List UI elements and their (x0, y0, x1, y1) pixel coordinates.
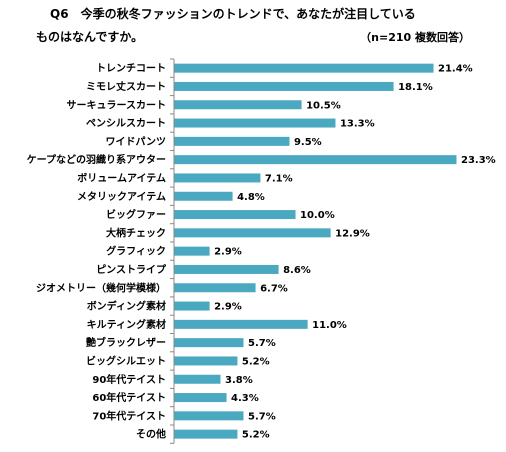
bar (174, 81, 394, 91)
category-label: ペンシルスカート (86, 118, 166, 130)
value-label: 4.3% (231, 393, 259, 404)
value-label: 2.9% (214, 247, 242, 258)
category-label: ボリュームアイテム (77, 171, 166, 184)
bar (174, 356, 238, 366)
value-label: 5.2% (242, 356, 270, 367)
value-label: 21.4% (438, 64, 473, 75)
bar (174, 173, 261, 183)
bar (174, 411, 244, 421)
category-label: メタリックアイテム (77, 191, 166, 203)
value-label: 5.2% (242, 430, 270, 441)
bar (174, 246, 210, 256)
chart-title: Q6 今季の秋冬ファッションのトレンドで、あなたが注目している ものはなんですか。… (36, 6, 470, 46)
category-label: トレンチコート (96, 63, 166, 75)
category-label: 大柄チェック (106, 226, 166, 239)
category-label: 60年代テイスト (92, 391, 166, 404)
bar (174, 429, 238, 439)
bar (174, 118, 336, 128)
bar (174, 155, 457, 165)
category-label: ビッグシルエット (86, 354, 166, 367)
category-label: ケープなどの羽織り系アウター (27, 153, 166, 166)
value-label: 7.1% (265, 173, 293, 184)
category-label: ワイドパンツ (106, 136, 167, 148)
category-label: サーキュラースカート (67, 99, 167, 111)
value-label: 12.9% (335, 228, 370, 239)
value-label: 9.5% (294, 137, 322, 148)
category-label: ビッグファー (106, 208, 166, 221)
category-label: ミモレ丈スカート (86, 80, 166, 93)
value-label: 5.7% (248, 411, 276, 422)
value-label: 2.9% (214, 302, 242, 313)
value-label: 4.8% (237, 192, 265, 203)
bar (174, 228, 331, 238)
question-line-2: ものはなんですか。 (36, 30, 144, 44)
bar (174, 63, 434, 73)
category-label: 90年代テイスト (92, 373, 166, 386)
question-line-1: 今季の秋冬ファッションのトレンドで、あなたが注目している (80, 7, 416, 21)
category-label: その他 (136, 428, 166, 441)
bar (174, 319, 308, 329)
value-label: 8.6% (283, 265, 311, 276)
bar (174, 338, 244, 348)
category-label: ジオメトリー（幾何学模様） (36, 281, 166, 294)
value-label: 5.7% (248, 338, 276, 349)
question-number: Q6 (50, 7, 69, 21)
category-label: グラフィック (106, 245, 166, 258)
value-label: 3.8% (225, 375, 253, 386)
category-label: ボンディング素材 (87, 300, 166, 313)
value-label: 11.0% (312, 320, 347, 331)
bar (174, 136, 290, 146)
category-label: 艶ブラックレザー (86, 336, 166, 349)
category-label: キルティング素材 (87, 318, 166, 331)
value-label: 13.3% (340, 119, 375, 130)
value-label: 18.1% (398, 82, 433, 93)
bar (174, 100, 302, 110)
bar (174, 191, 233, 201)
category-label: ピンストライプ (96, 263, 167, 276)
bar (174, 283, 256, 293)
category-label: 70年代テイスト (92, 409, 166, 422)
bar (174, 393, 227, 403)
value-label: 10.0% (300, 210, 335, 221)
value-label: 23.3% (461, 155, 496, 166)
value-label: 10.5% (306, 100, 341, 111)
value-label: 6.7% (260, 283, 288, 294)
bar (174, 301, 210, 311)
bar (174, 210, 296, 220)
bar (174, 374, 221, 384)
bar (174, 264, 279, 274)
sample-note: （n=210 複数回答） (360, 31, 470, 44)
